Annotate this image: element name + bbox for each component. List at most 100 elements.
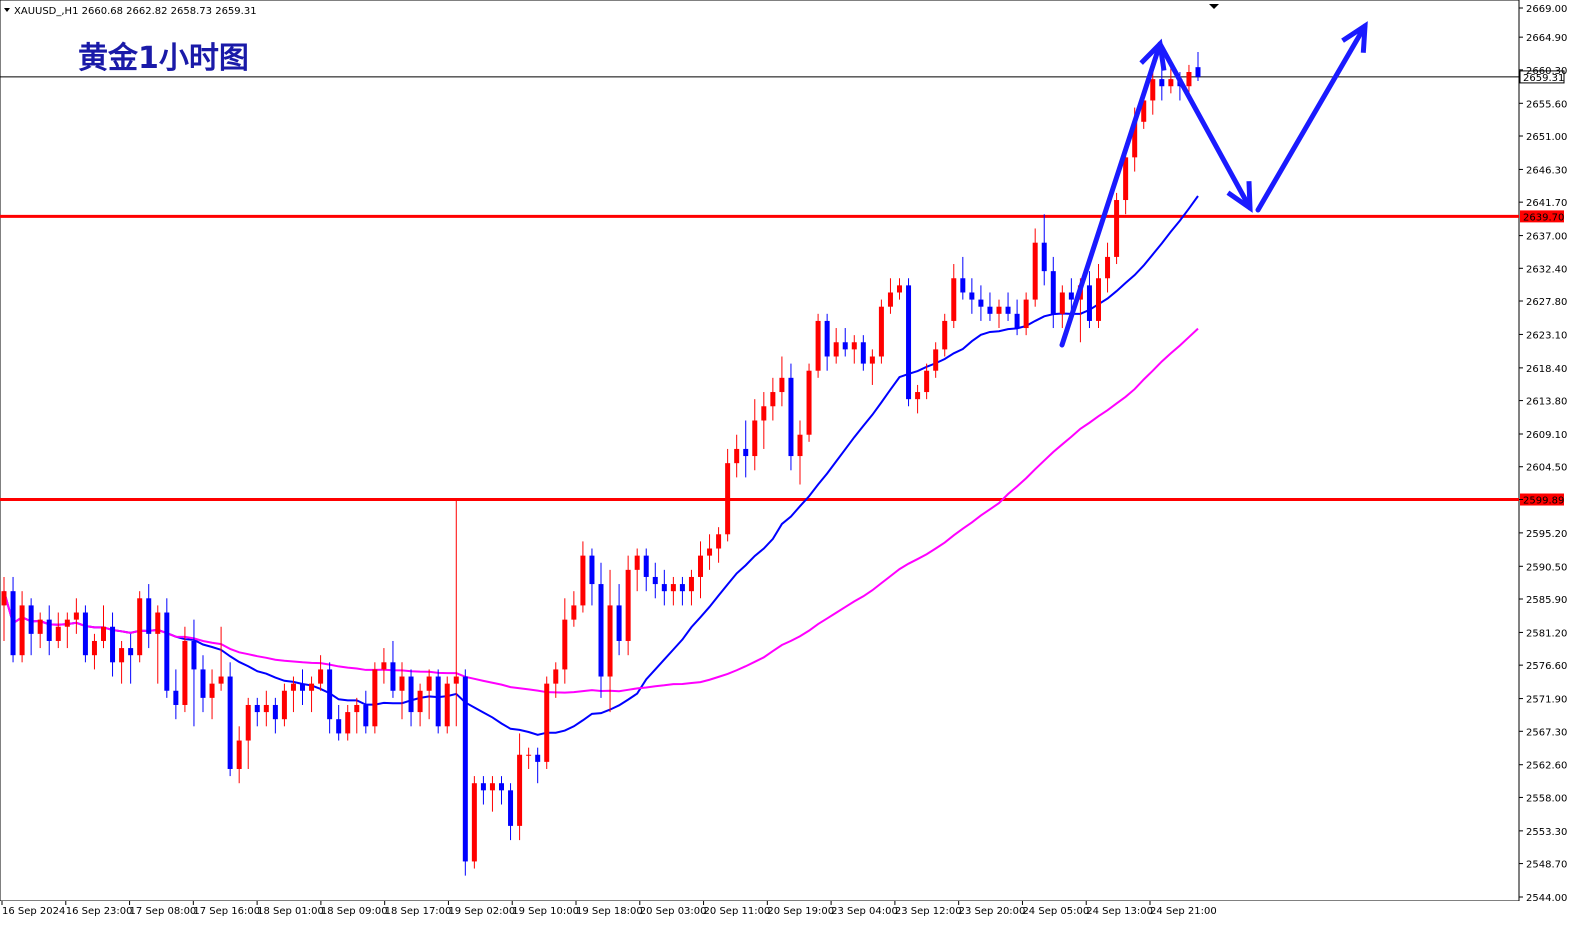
candle-body	[553, 669, 559, 684]
header: XAUUSD_,H1 2660.68 2662.82 2658.73 2659.…	[4, 4, 1219, 76]
arrow-rebound-segment	[1255, 23, 1368, 213]
candle-body	[725, 463, 731, 535]
price-tick-label: 2623.10	[1526, 330, 1567, 341]
candle-body	[408, 676, 414, 713]
candle-body	[897, 285, 902, 293]
price-tick-label: 2632.40	[1526, 264, 1567, 275]
price-tick-label: 2548.70	[1526, 860, 1567, 871]
price-tick-label: 2669.00	[1526, 4, 1567, 15]
candle-body	[381, 662, 387, 670]
candle-body	[707, 548, 713, 556]
candle-body	[833, 342, 839, 357]
candle-body	[634, 555, 640, 570]
price-tick-label: 2613.80	[1526, 397, 1567, 408]
candle-body	[1105, 256, 1111, 279]
candle-body	[128, 648, 134, 656]
candle-body	[978, 299, 984, 307]
ma-fast-line	[3, 195, 1199, 736]
price-tick-label: 2646.30	[1526, 165, 1567, 176]
candles-group	[1, 51, 1201, 876]
candle-body	[390, 662, 396, 691]
candle-body	[1032, 242, 1038, 300]
candle-body	[1050, 271, 1056, 314]
candle-body	[345, 712, 351, 734]
time-tick-label: 18 Sep 01:00	[257, 906, 324, 917]
candle-body	[1186, 72, 1192, 87]
candle-body	[471, 783, 477, 862]
price-tick-label: 2553.30	[1526, 827, 1567, 838]
candle-body	[761, 406, 767, 421]
time-tick-label: 20 Sep 11:00	[704, 906, 771, 917]
candle-body	[480, 783, 486, 791]
candle-body	[562, 619, 568, 670]
candle-body	[354, 704, 360, 713]
candle-body	[643, 555, 649, 577]
candle-body	[679, 584, 685, 592]
candle-body	[399, 676, 405, 691]
candle-body	[544, 683, 550, 762]
candle-body	[73, 612, 79, 620]
candle-body	[435, 676, 441, 727]
candle-body	[806, 370, 812, 435]
candle-body	[327, 669, 333, 720]
candle-body	[37, 619, 43, 634]
candle-body	[607, 605, 613, 677]
time-tick-label: 19 Sep 18:00	[576, 906, 643, 917]
candle-body	[734, 448, 740, 464]
candle-body	[517, 754, 523, 826]
candle-body	[752, 420, 758, 457]
candle-body	[598, 584, 604, 677]
candle-body	[661, 584, 667, 592]
candle-body	[535, 754, 541, 762]
price-tick-label: 2558.00	[1526, 793, 1567, 804]
time-tick-label: 17 Sep 08:00	[130, 906, 197, 917]
candle-body	[489, 783, 495, 791]
candle-body	[46, 619, 52, 641]
time-tick-label: 23 Sep 04:00	[831, 906, 898, 917]
candle-body	[101, 626, 106, 641]
candle-body	[1168, 79, 1174, 87]
candle-body	[1123, 157, 1129, 201]
price-tick-label: 2664.90	[1526, 33, 1567, 44]
candle-body	[924, 370, 930, 393]
candle-body	[797, 434, 803, 457]
arrow-down-segment	[1157, 41, 1253, 211]
time-tick-label: 18 Sep 09:00	[321, 906, 388, 917]
candle-body	[942, 320, 948, 350]
candle-body	[1059, 292, 1065, 314]
time-tick-label: 20 Sep 19:00	[767, 906, 834, 917]
candle-body	[906, 285, 912, 400]
candle-body	[110, 626, 116, 663]
candle-body	[625, 569, 631, 641]
candle-body	[254, 704, 260, 713]
candle-body	[164, 612, 170, 691]
time-tick-label: 24 Sep 21:00	[1150, 906, 1217, 917]
horizontal-levels	[0, 76, 1519, 502]
candle-body	[779, 377, 785, 393]
candle-body	[191, 640, 197, 670]
candle-body	[1150, 79, 1156, 101]
candle-body	[1023, 299, 1029, 329]
symbol-dropdown-icon[interactable]	[4, 8, 10, 12]
time-tick-label: 20 Sep 03:00	[640, 906, 707, 917]
candle-body	[499, 783, 504, 791]
candle-body	[815, 320, 821, 371]
candle-body	[91, 640, 97, 656]
candle-body	[155, 612, 161, 634]
candle-body	[887, 292, 893, 307]
time-tick-label: 19 Sep 10:00	[512, 906, 579, 917]
price-tick-label: 2641.70	[1526, 198, 1567, 209]
candle-body	[788, 377, 794, 457]
candle-body	[28, 605, 34, 634]
candle-body	[1, 591, 7, 606]
candle-body	[1096, 278, 1101, 321]
time-tick-label: 18 Sep 17:00	[385, 906, 452, 917]
price-axis-panel	[1519, 0, 1572, 901]
candle-body	[173, 690, 179, 705]
chart-shift-marker-icon[interactable]	[1209, 4, 1219, 9]
price-tick-label: 2595.20	[1526, 529, 1567, 540]
candle-body	[688, 576, 694, 592]
candle-body	[716, 534, 722, 549]
